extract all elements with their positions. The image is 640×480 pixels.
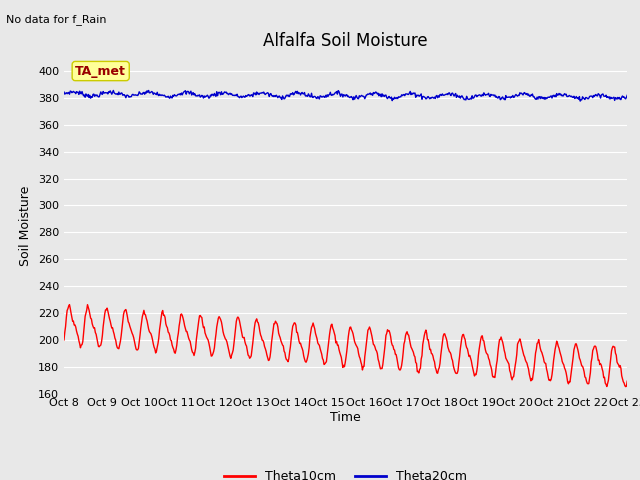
Title: Alfalfa Soil Moisture: Alfalfa Soil Moisture	[263, 33, 428, 50]
X-axis label: Time: Time	[330, 411, 361, 424]
Text: No data for f_Rain: No data for f_Rain	[6, 14, 107, 25]
Y-axis label: Soil Moisture: Soil Moisture	[19, 185, 33, 266]
Legend: Theta10cm, Theta20cm: Theta10cm, Theta20cm	[219, 465, 472, 480]
Text: TA_met: TA_met	[76, 64, 126, 78]
